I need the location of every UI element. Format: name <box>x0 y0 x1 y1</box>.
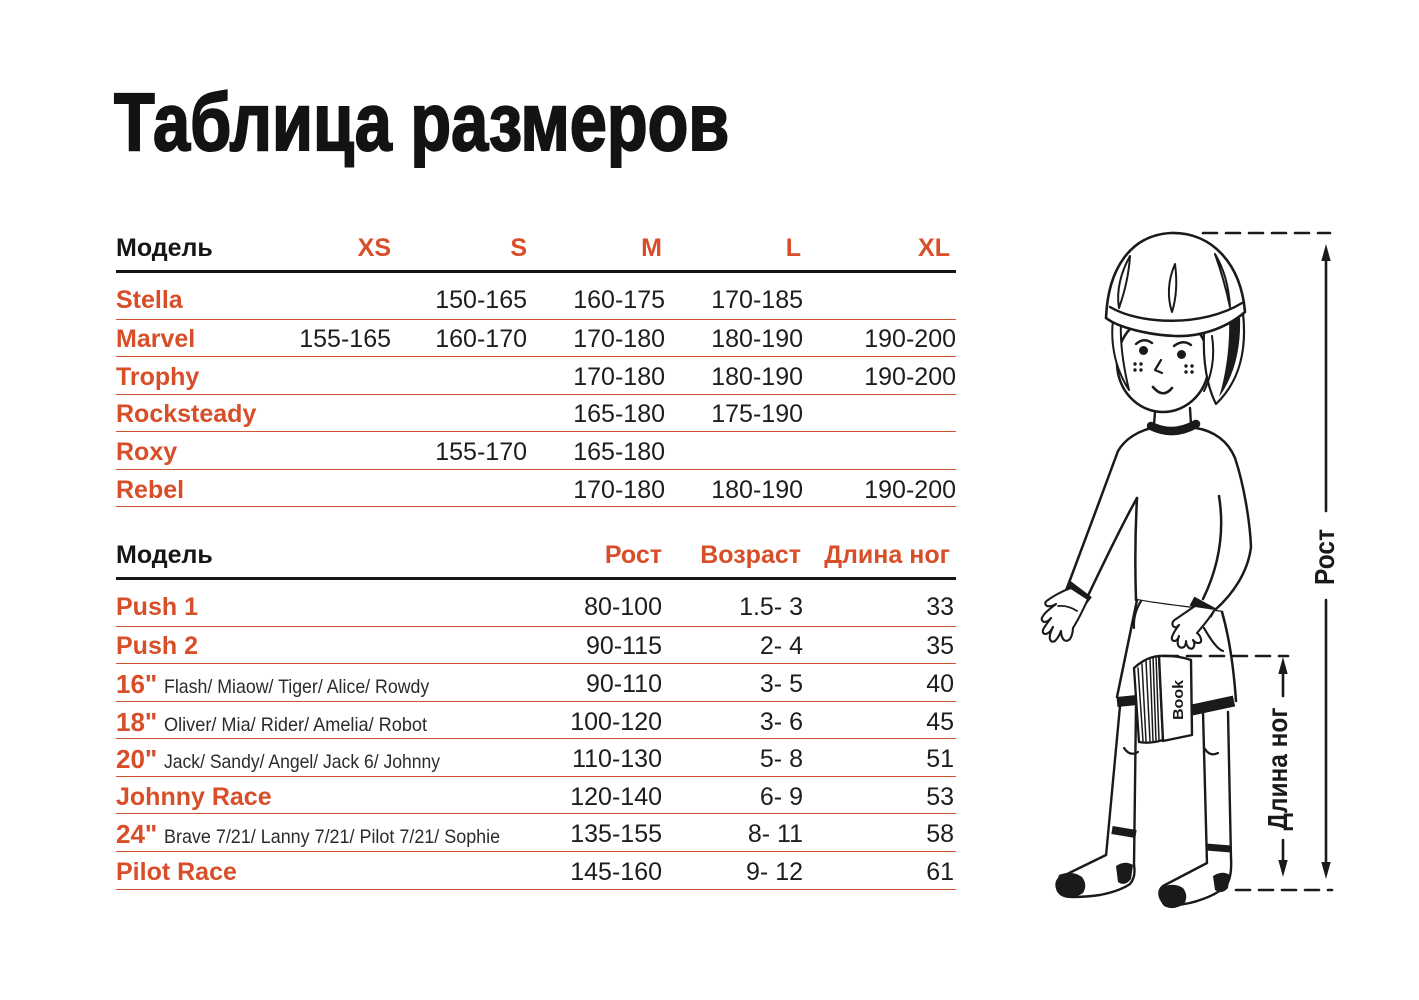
svg-text:Рост: Рост <box>1309 529 1340 585</box>
svg-text:Book: Book <box>1170 679 1187 720</box>
svg-text:Длина ног: Длина ног <box>1262 708 1293 831</box>
